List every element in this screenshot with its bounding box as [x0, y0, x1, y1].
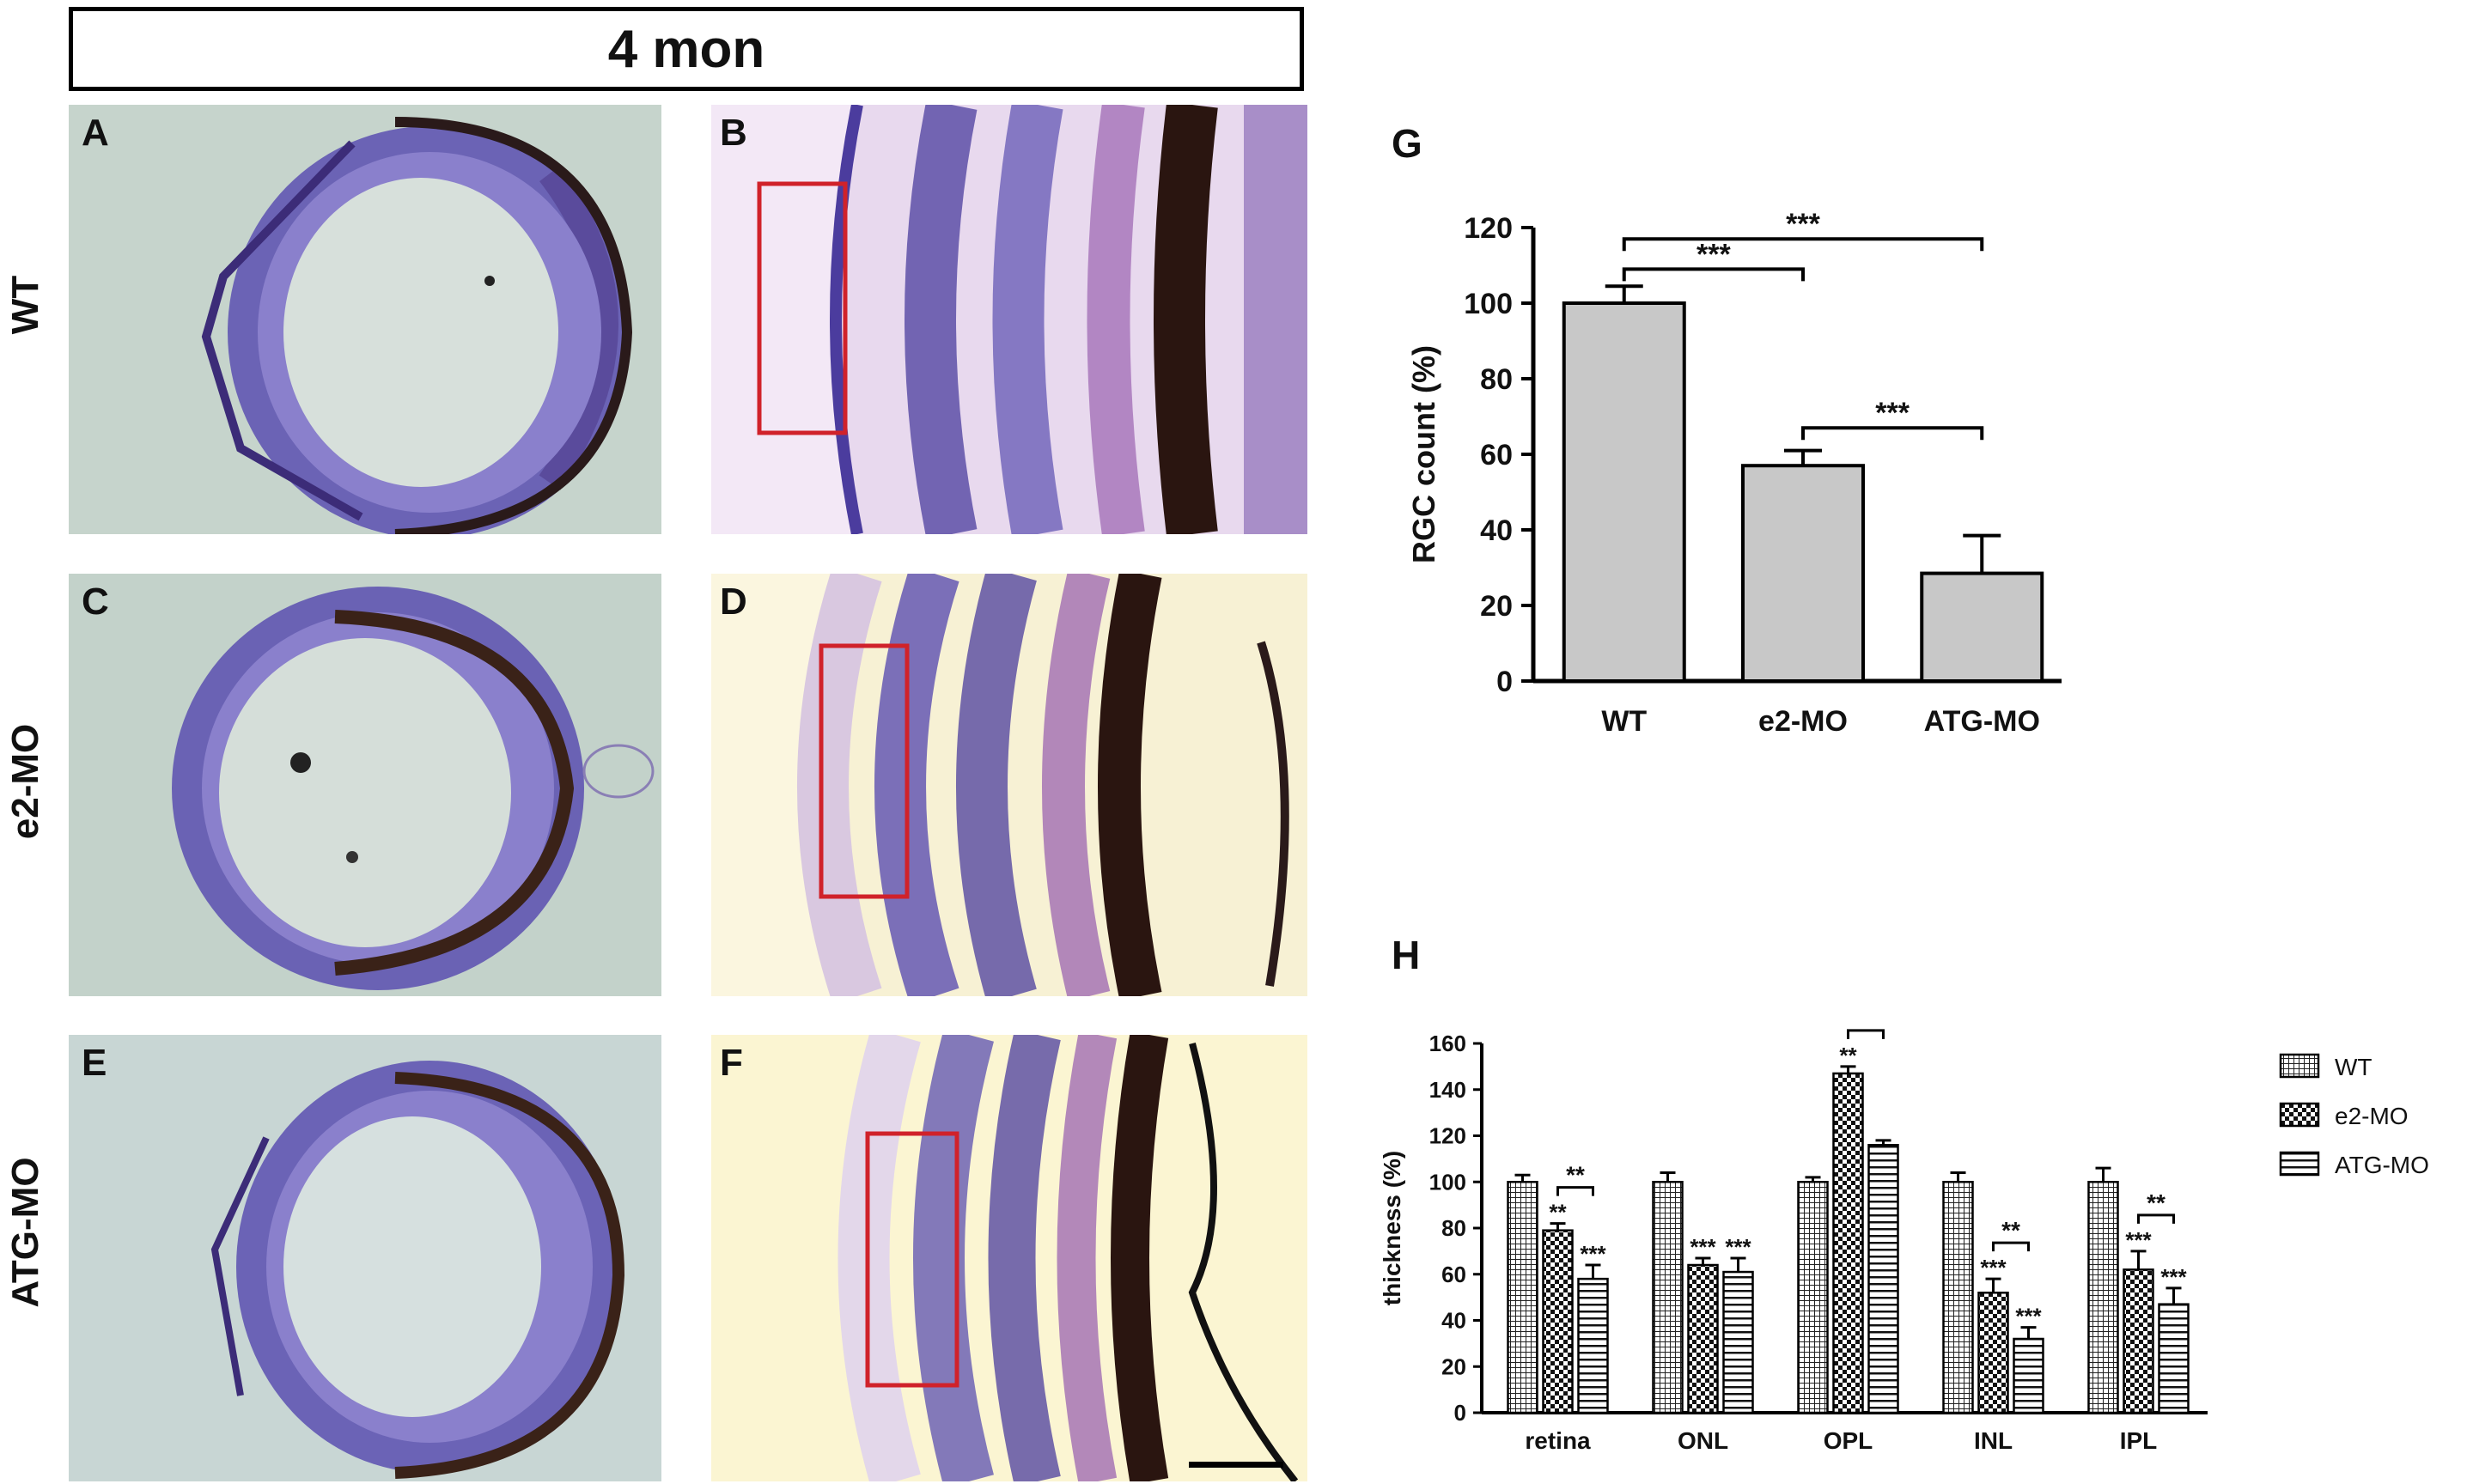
y-tick-label: 120 [1464, 212, 1513, 245]
significance-label: *** [1786, 208, 1820, 240]
legend-swatch [2279, 1102, 2320, 1128]
panel-label-g: G [1392, 121, 1422, 166]
panel-label-c: C [82, 581, 109, 623]
y-tick-label: 60 [1441, 1262, 1466, 1287]
significance-label: *** [2015, 1304, 2042, 1329]
bar [1797, 1181, 1829, 1414]
significance-label: ** [1566, 1162, 1585, 1189]
significance-label: ** [2001, 1217, 2020, 1244]
significance-label: *** [1580, 1241, 1606, 1267]
micrograph-panel-d [711, 574, 1307, 996]
row-label-e2mo: e2-MO [4, 723, 46, 840]
bar [2013, 1337, 2044, 1414]
bar [1977, 1292, 2009, 1414]
panel-label-d: D [720, 581, 747, 623]
micrograph-panel-e [69, 1035, 661, 1481]
legend-label: e2-MO [2335, 1103, 2409, 1129]
significance-label: ** [1839, 1043, 1857, 1068]
panel-label-e: E [82, 1042, 107, 1084]
legend-swatch [2279, 1053, 2320, 1079]
y-tick-label: 40 [1480, 514, 1513, 547]
legend-swatch [2279, 1151, 2320, 1177]
chart-g-rgc-count: 0 20 40 60 80 100 120 RGC count (%) WT e2-MO ATG-… [1406, 208, 2062, 738]
scale-bar [1189, 1462, 1283, 1468]
significance-bracket [1992, 1241, 2030, 1252]
bar [1577, 1277, 1609, 1414]
panel-label-f: F [720, 1042, 743, 1084]
figure-title: 4 mon [69, 7, 1304, 91]
significance-bracket [1847, 1029, 1885, 1039]
bar [1507, 1181, 1538, 1414]
bar [1832, 1072, 1864, 1414]
bar [1542, 1229, 1574, 1414]
bar [2158, 1303, 2190, 1414]
bar [2123, 1268, 2154, 1414]
significance-bracket [1556, 1186, 1594, 1196]
x-tick-label: WT [1601, 705, 1647, 738]
bar [1562, 301, 1686, 683]
y-tick-label: 100 [1464, 288, 1513, 320]
micrograph-panel-c [69, 574, 661, 996]
significance-label: ** [2147, 1189, 2165, 1216]
significance-label: *** [1875, 397, 1910, 429]
significance-label: *** [2160, 1264, 2187, 1290]
significance-label: * [1861, 1022, 1871, 1031]
bar [2087, 1181, 2119, 1414]
x-tick-label: ATG-MO [1924, 705, 2040, 738]
x-tick-label: e2-MO [1758, 705, 1848, 738]
y-tick-label: 80 [1441, 1215, 1466, 1241]
x-tick-label: IPL [2120, 1427, 2158, 1454]
y-tick-label: 140 [1429, 1077, 1466, 1103]
y-tick-label: 20 [1480, 590, 1513, 623]
y-tick-label: 0 [1496, 666, 1513, 698]
row-label-wt: WT [4, 275, 46, 335]
significance-label: *** [1696, 238, 1731, 271]
bar [1741, 464, 1865, 684]
y-tick-label: 20 [1441, 1353, 1466, 1379]
y-tick-label: 160 [1429, 1031, 1466, 1056]
panel-label-a: A [82, 112, 109, 154]
bar [1652, 1181, 1684, 1414]
micrograph-panel-a [69, 105, 661, 534]
significance-label: *** [2125, 1227, 2152, 1253]
y-tick-label: 120 [1429, 1123, 1466, 1149]
significance-bracket [1801, 426, 1984, 441]
bar [1722, 1270, 1754, 1414]
significance-bracket [1622, 267, 1805, 282]
y-tick-label: 40 [1441, 1308, 1466, 1334]
bar [1687, 1263, 1719, 1414]
x-tick-label: INL [1974, 1427, 2013, 1454]
x-tick-label: retina [1525, 1427, 1591, 1454]
y-axis-label: RGC count (%) [1406, 345, 1441, 563]
significance-label: *** [1690, 1234, 1716, 1260]
y-tick-label: 0 [1454, 1400, 1466, 1426]
panel-label-b: B [720, 112, 747, 154]
significance-bracket [2137, 1213, 2175, 1224]
bar [1867, 1144, 1899, 1414]
significance-bracket [1622, 237, 1984, 252]
panel-label-h: H [1392, 933, 1421, 977]
significance-label: *** [1725, 1234, 1751, 1260]
x-tick-label: ONL [1678, 1427, 1728, 1454]
x-tick-label: OPL [1824, 1427, 1873, 1454]
row-label-atgmo: ATG-MO [4, 1157, 46, 1308]
y-tick-label: 100 [1429, 1169, 1466, 1195]
y-axis-label: thickness (%) [1379, 1151, 1405, 1306]
bar [1920, 571, 2044, 684]
bar [1942, 1181, 1974, 1414]
significance-label: ** [1549, 1200, 1567, 1226]
significance-label: *** [1980, 1255, 2007, 1280]
micrograph-panel-f [711, 1035, 1307, 1481]
legend-label: ATG-MO [2335, 1152, 2429, 1178]
micrograph-panel-b [711, 105, 1307, 534]
legend-label: WT [2335, 1054, 2373, 1080]
y-tick-label: 60 [1480, 439, 1513, 471]
y-tick-label: 80 [1480, 363, 1513, 396]
